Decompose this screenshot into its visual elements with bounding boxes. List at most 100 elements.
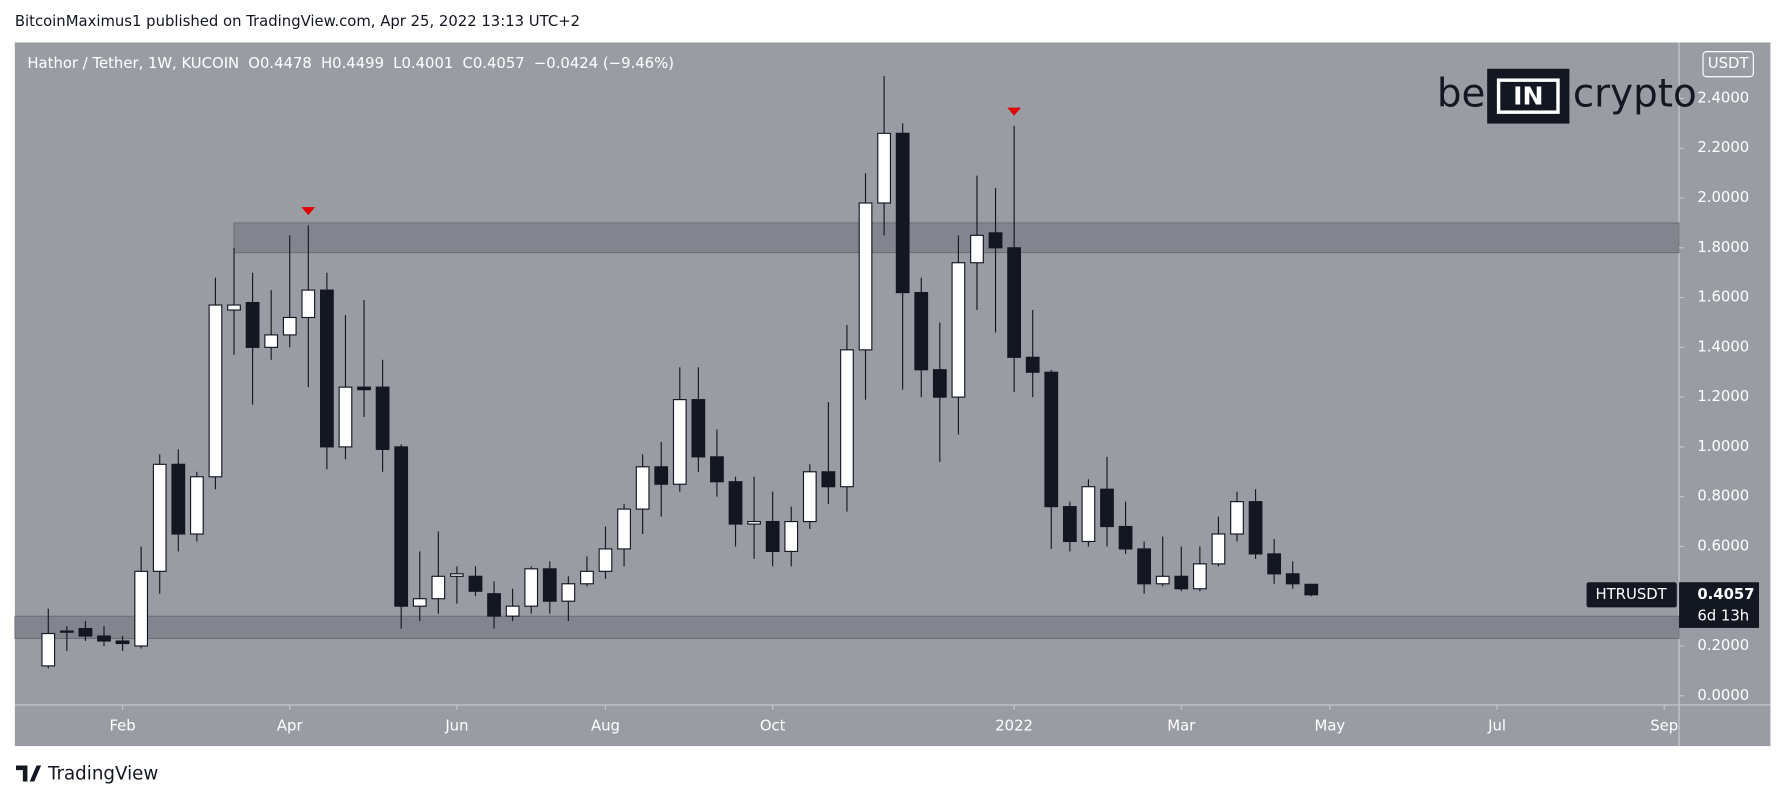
candle-body — [728, 481, 743, 525]
candle-body — [115, 640, 130, 645]
legend-c: C — [462, 55, 472, 72]
candle-body — [505, 605, 520, 617]
candle-body — [1230, 501, 1244, 535]
logo-right: crypto — [1573, 72, 1697, 117]
price-tag-value: 0.4057 — [1697, 586, 1754, 603]
candle-body — [394, 446, 409, 607]
tv-icon — [15, 765, 42, 782]
marker — [1007, 107, 1021, 116]
candle-body — [357, 386, 371, 391]
price-tag-countdown: 6d 13h — [1697, 608, 1749, 625]
candle-body — [840, 349, 854, 488]
logo-mid: IN — [1513, 81, 1543, 110]
x-tick-label: Jun — [444, 718, 468, 735]
zone — [14, 615, 1680, 639]
candle-body — [598, 548, 613, 572]
candle-body — [710, 456, 724, 483]
candle-body — [412, 598, 427, 607]
candle-body — [338, 386, 353, 448]
candle-body — [282, 316, 297, 336]
candle-body — [542, 568, 557, 602]
legend-close: 0.4057 — [473, 55, 525, 72]
candle-body — [208, 304, 223, 478]
y-tick-label: 2.4000 — [1697, 89, 1749, 106]
legend-open: 0.4478 — [260, 55, 312, 72]
candle-body — [1248, 501, 1263, 555]
legend-h: H — [321, 55, 332, 72]
candle-body — [951, 262, 966, 398]
publish-header: BitcoinMaximus1 published on TradingView… — [15, 13, 580, 30]
candle-body — [468, 575, 483, 592]
y-tick-label: 2.2000 — [1697, 139, 1749, 156]
candle-body — [78, 627, 93, 637]
candle-body — [1025, 356, 1040, 373]
candle-body — [635, 466, 650, 510]
candle-body — [784, 520, 799, 552]
candle-body — [1100, 488, 1114, 528]
legend-title: Hathor / Tether, 1W, KUCOIN O0.4478 H0.449… — [27, 55, 674, 72]
x-tick-label: Aug — [591, 718, 620, 735]
candle-body — [189, 476, 204, 535]
candle-body — [561, 583, 576, 602]
candle-body — [1192, 563, 1207, 590]
candle-body — [691, 399, 706, 458]
logo: be IN crypto — [1437, 68, 1697, 124]
candle-body — [580, 570, 594, 585]
footer-brand: TradingView — [47, 764, 158, 785]
marker — [301, 207, 316, 216]
logo-left: be — [1437, 72, 1486, 117]
candle-body — [134, 570, 149, 647]
candle-body — [914, 292, 929, 371]
x-tick-label: Feb — [109, 718, 135, 735]
candle-body — [858, 202, 873, 351]
legend-o: O — [248, 55, 260, 72]
candle-body — [59, 630, 74, 633]
y-tick-label: 1.2000 — [1697, 388, 1749, 405]
candle-body — [450, 573, 464, 577]
x-tick-label: Sep — [1650, 718, 1678, 735]
x-tick-label: Jul — [1487, 718, 1506, 735]
x-tick-label: Mar — [1167, 718, 1196, 735]
zone — [233, 222, 1680, 254]
legend-high: 0.4499 — [332, 55, 384, 72]
x-tick-label: Oct — [760, 718, 786, 735]
symbol-tag — [1586, 582, 1677, 608]
footer-logo: TradingView — [15, 764, 158, 785]
candle-body — [1062, 506, 1077, 543]
candle-body — [988, 232, 1003, 249]
y-tick-label: 1.4000 — [1697, 338, 1749, 355]
candle-body — [617, 508, 631, 550]
legend-change: −0.0424 (−9.46%) — [534, 55, 674, 72]
candle-body — [1285, 573, 1300, 585]
y-tick-label: 0.2000 — [1697, 637, 1749, 654]
candle-body — [1118, 525, 1133, 550]
candle-body — [765, 520, 780, 552]
candle-body — [802, 471, 817, 523]
candle-body — [654, 466, 669, 485]
candle-body — [1081, 486, 1096, 543]
legend-low: 0.4001 — [401, 55, 453, 72]
x-tick-label: 2022 — [995, 718, 1033, 735]
symbol-title: Hathor / Tether, 1W, KUCOIN — [27, 55, 239, 72]
y-tick-label: 1.8000 — [1697, 239, 1749, 256]
candle-body — [264, 334, 279, 348]
candle-body — [821, 471, 836, 488]
y-tick-label: 2.0000 — [1697, 189, 1749, 206]
candle-body — [431, 575, 446, 600]
candle-body — [1007, 247, 1022, 358]
candle-body — [672, 399, 687, 485]
candle-body — [895, 132, 910, 294]
y-tick-label: 1.0000 — [1697, 438, 1749, 455]
currency: USDT — [1708, 55, 1750, 72]
candle-body — [1044, 371, 1059, 508]
candle-body — [41, 632, 56, 667]
candle-body — [747, 520, 761, 525]
candle-body — [227, 304, 241, 311]
chart-panel — [14, 42, 1771, 747]
x-tick-label: May — [1315, 718, 1346, 735]
candle-body — [152, 463, 167, 572]
y-tick-label: 0.6000 — [1697, 537, 1749, 554]
legend-l: L — [393, 55, 402, 72]
candle-body — [487, 593, 501, 617]
